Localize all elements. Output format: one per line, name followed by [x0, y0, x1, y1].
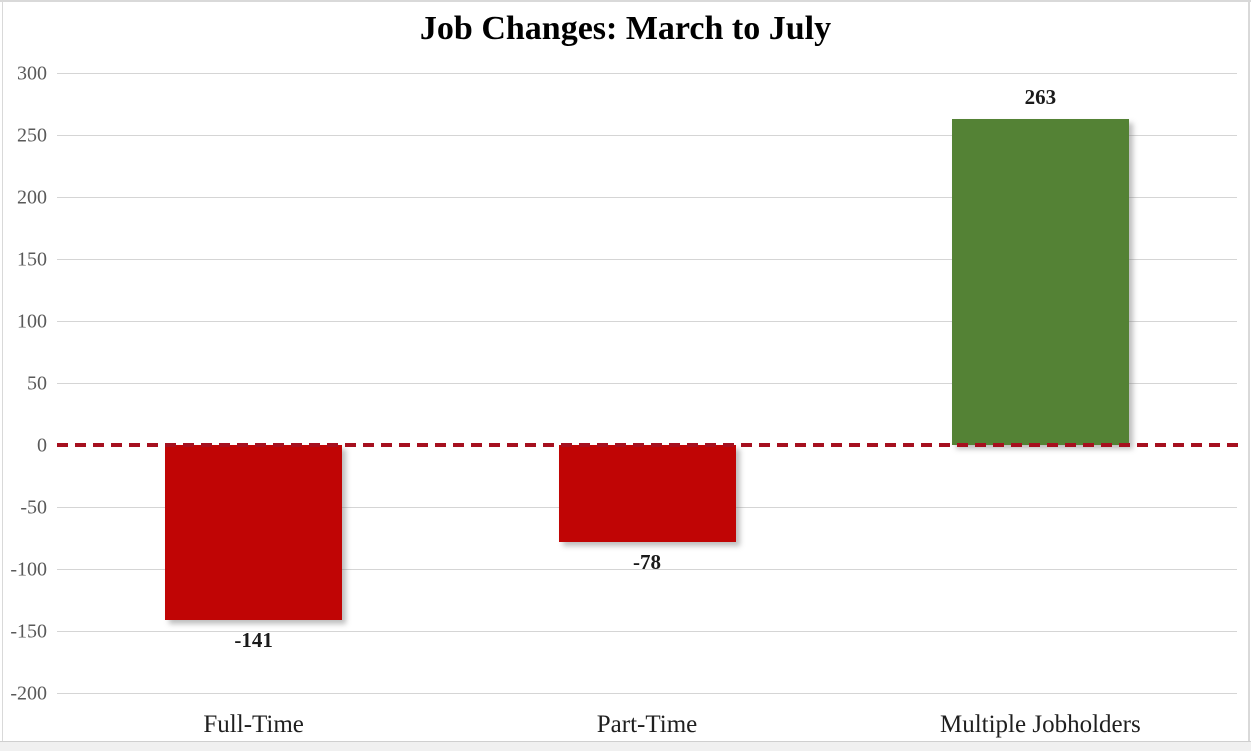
y-gridline: [57, 135, 1237, 136]
zero-dashed-line: [57, 443, 1240, 447]
y-gridline: [57, 321, 1237, 322]
frame-left-border: [2, 0, 3, 742]
y-axis-tick-label: 0: [37, 434, 47, 457]
y-axis-tick-label: 50: [27, 372, 47, 395]
y-gridline: [57, 693, 1237, 694]
y-axis-tick-label: 100: [17, 310, 47, 333]
x-axis-category-label: Full-Time: [203, 711, 304, 738]
bar-part-time: [558, 445, 736, 542]
y-axis-tick-label: -200: [10, 682, 47, 705]
y-axis-tick-label: 200: [17, 186, 47, 209]
y-gridline: [57, 631, 1237, 632]
y-axis-tick-label: 300: [17, 62, 47, 85]
bar-value-label: 263: [1024, 84, 1057, 109]
y-axis-tick-label: -50: [20, 496, 47, 519]
y-gridline: [57, 73, 1237, 74]
frame-bottom-strip: [0, 741, 1251, 751]
y-axis-tick-label: 150: [17, 248, 47, 271]
y-axis-tick-label: -150: [10, 620, 47, 643]
chart-title: Job Changes: March to July: [419, 10, 832, 47]
frame-right-border: [1248, 0, 1250, 742]
y-axis-tick-label: 250: [17, 124, 47, 147]
frame-top-border: [0, 0, 1251, 2]
y-gridline: [57, 259, 1237, 260]
bar-value-label: -141: [234, 627, 273, 652]
bar-full-time: [165, 445, 343, 620]
bar-multiple-jobholders: [951, 118, 1129, 445]
x-axis-category-label: Multiple Jobholders: [939, 711, 1141, 738]
bar-value-label: -78: [633, 549, 661, 574]
y-gridline: [57, 383, 1237, 384]
x-axis-category-label: Part-Time: [596, 711, 698, 738]
y-gridline: [57, 569, 1237, 570]
y-axis-tick-label: -100: [10, 558, 47, 581]
y-gridline: [57, 197, 1237, 198]
